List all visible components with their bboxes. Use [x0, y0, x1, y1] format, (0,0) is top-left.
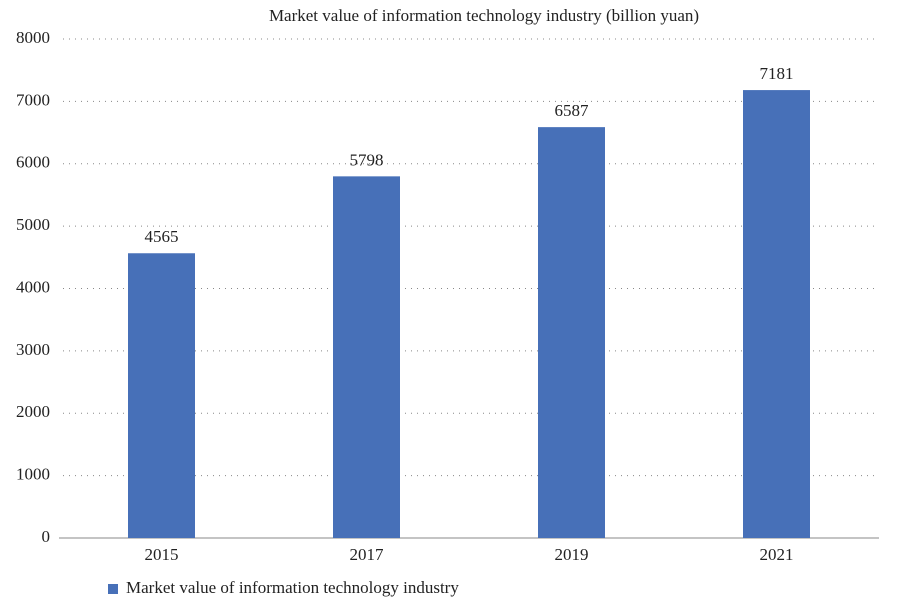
x-tick-label: 2017: [350, 545, 385, 564]
x-tick-label: 2019: [555, 545, 589, 564]
bar: [538, 127, 605, 539]
y-tick-label: 8000: [16, 28, 50, 47]
x-tick-label: 2021: [760, 545, 794, 564]
bar: [333, 176, 400, 539]
y-tick-label: 1000: [16, 465, 50, 484]
y-tick-label: 6000: [16, 153, 50, 172]
x-tick-label: 2015: [145, 545, 179, 564]
y-tick-label: 3000: [16, 340, 50, 359]
data-label: 5798: [350, 150, 384, 169]
data-label: 4565: [145, 227, 179, 246]
y-tick-label: 4000: [16, 277, 50, 296]
bar: [743, 90, 810, 538]
y-tick-label: 0: [42, 527, 51, 546]
y-tick-label: 5000: [16, 215, 50, 234]
bar: [128, 253, 195, 538]
y-tick-label: 2000: [16, 402, 50, 421]
legend-label: Market value of information technology i…: [126, 578, 459, 597]
data-label: 6587: [555, 101, 590, 120]
legend-swatch: [108, 584, 118, 594]
chart-title: Market value of information technology i…: [269, 6, 699, 25]
data-label: 7181: [760, 64, 794, 83]
y-tick-label: 7000: [16, 90, 50, 109]
